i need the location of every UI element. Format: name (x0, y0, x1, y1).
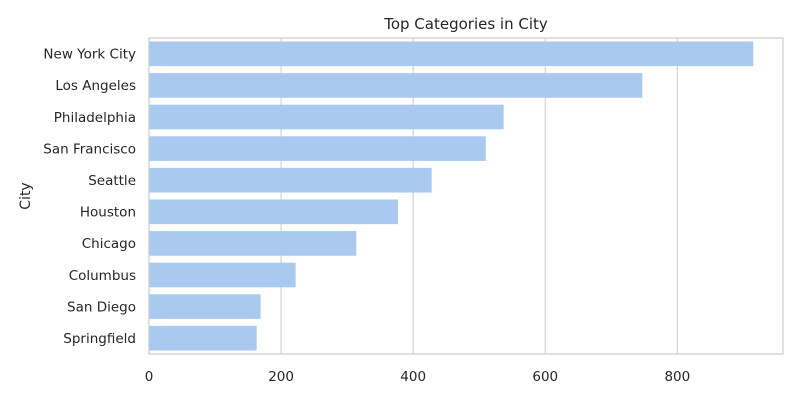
x-tick-label-200: 200 (268, 369, 294, 385)
y-tick-label-philadelphia: Philadelphia (54, 110, 136, 126)
bar-springfield (149, 325, 257, 351)
plot-frame (148, 37, 784, 355)
y-tick-label-new-york-city: New York City (43, 47, 136, 63)
y-tick-label-san-diego: San Diego (67, 299, 136, 315)
bar-houston (149, 199, 398, 225)
x-tick-label-0: 0 (145, 369, 154, 385)
bar-layer (149, 41, 754, 351)
bar-los-angeles (149, 73, 643, 98)
chart-title: Top Categories in City (383, 15, 548, 33)
x-tick-labels: 0 200 400 600 800 (145, 369, 691, 385)
y-tick-label-seattle: Seattle (88, 173, 136, 189)
y-tick-label-springfield: Springfield (63, 331, 136, 347)
bar-chicago (149, 231, 357, 256)
y-tick-label-columbus: Columbus (69, 268, 136, 284)
bar-new-york-city (149, 41, 754, 67)
y-tick-label-chicago: Chicago (82, 236, 136, 252)
bar-seattle (149, 167, 432, 193)
bar-columbus (149, 262, 296, 288)
y-tick-label-los-angeles: Los Angeles (55, 78, 136, 94)
y-axis-label: City (18, 182, 34, 209)
bar-san-diego (149, 294, 261, 319)
x-tick-label-600: 600 (532, 369, 558, 385)
bar-philadelphia (149, 104, 504, 130)
x-tick-label-400: 400 (400, 369, 426, 385)
y-tick-labels: New York City Los Angeles Philadelphia San … (43, 47, 136, 347)
y-tick-label-houston: Houston (80, 205, 136, 221)
bar-san-francisco (149, 136, 486, 161)
x-tick-label-800: 800 (664, 369, 690, 385)
y-tick-label-san-francisco: San Francisco (43, 141, 136, 157)
